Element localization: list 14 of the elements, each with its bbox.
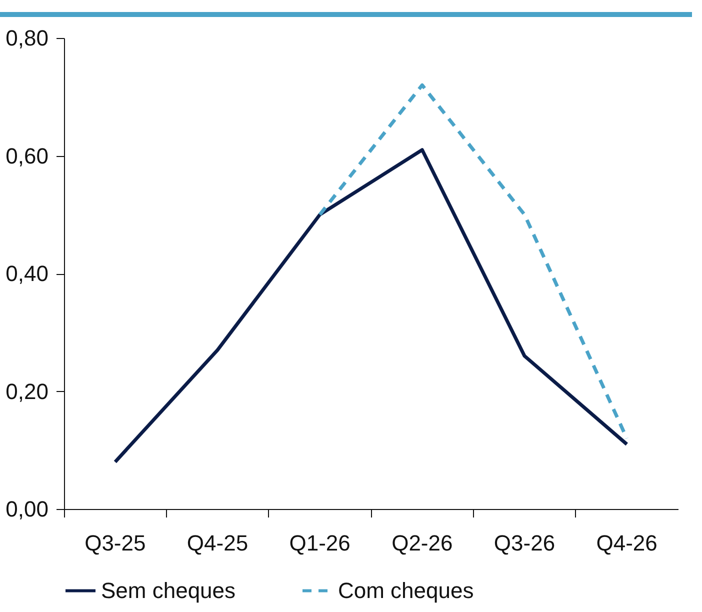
x-tick-label: Q1-26 <box>289 530 350 556</box>
x-tick-label: Q3-26 <box>494 530 556 556</box>
legend-label: Sem cheques <box>101 578 236 603</box>
y-tick-label: 0,00 <box>6 496 48 522</box>
x-tick-label: Q2-26 <box>392 530 453 556</box>
legend-label: Com cheques <box>338 578 474 603</box>
y-tick-label: 0,40 <box>6 261 48 286</box>
x-tick-label: Q4-26 <box>596 530 658 556</box>
y-tick-label: 0,20 <box>6 378 48 404</box>
y-tick-label: 0,60 <box>6 143 48 168</box>
y-tick-label: 0,80 <box>6 26 48 50</box>
x-tick-label: Q4-25 <box>186 530 248 556</box>
x-tick-label: Q3-25 <box>84 530 146 556</box>
line-series <box>113 148 629 464</box>
